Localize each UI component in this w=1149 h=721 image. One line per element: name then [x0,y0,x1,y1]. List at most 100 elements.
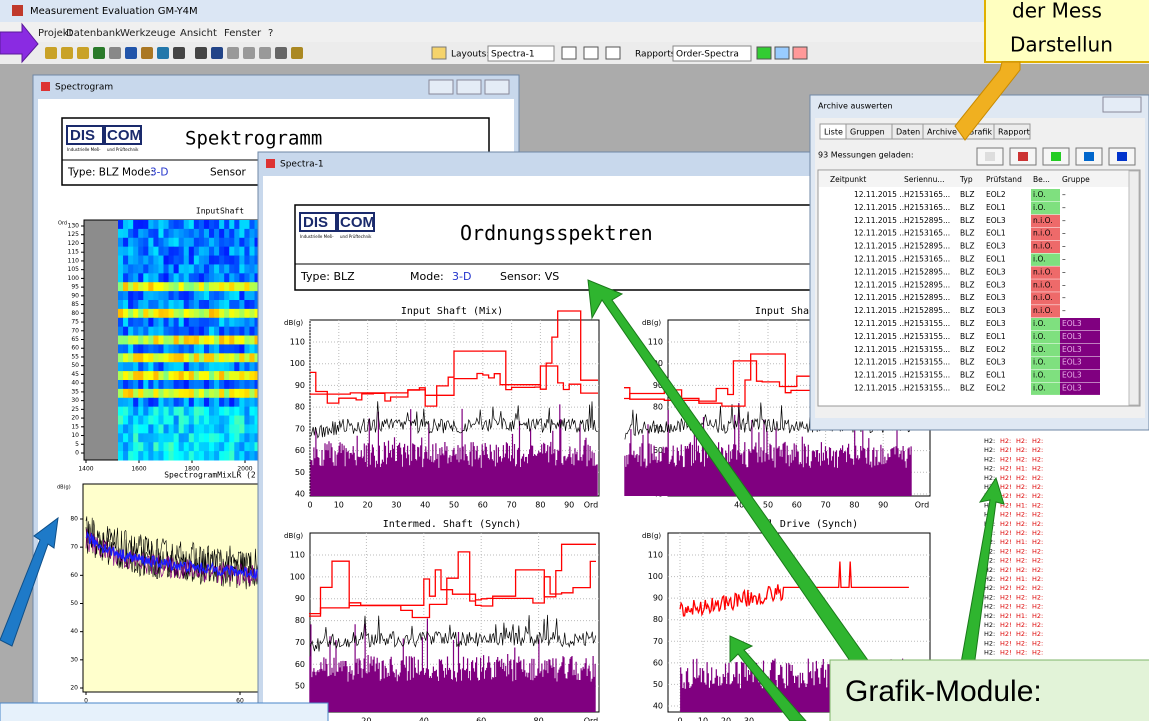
chart-title: al Drive (Synch) [762,519,858,530]
toolbar-button[interactable] [259,47,271,59]
table-cell: H2153155... [904,358,950,367]
heatmap-cell [148,282,154,291]
heatmap-cell [194,327,200,336]
heatmap-cell [123,389,129,398]
toolbar-button[interactable] [243,47,255,59]
heatmap-cell [138,238,144,247]
toolbar-button[interactable] [211,47,223,59]
layout-button[interactable] [562,47,576,59]
layout-button[interactable] [584,47,598,59]
table-cell: EOL3 [1062,332,1082,341]
heatmap-cell [229,291,235,300]
heatmap-cell [169,318,175,327]
heatmap-cell [214,416,220,425]
heatmap-cell [174,442,180,451]
heatmap-cell [244,336,250,345]
heatmap-cell [194,282,200,291]
heatmap-cell [118,264,124,273]
toolbar-button[interactable] [173,47,185,59]
settings-button[interactable] [775,47,789,59]
toolbar-button[interactable] [61,47,73,59]
heatmap-cell [174,291,180,300]
result-code: H2: [1032,483,1043,491]
table-cell: BLZ [960,332,974,341]
dialog-title: Archive auswerten [818,102,893,111]
heatmap-cell [249,424,255,433]
heatmap-cell [204,442,210,451]
heatmap-cell [189,238,195,247]
heatmap-cell [133,282,139,291]
heatmap-cell [229,256,235,265]
heatmap-cell [133,442,139,451]
heatmap-cell [194,273,200,282]
page: { "app": {"title": "Measurement Evaluati… [0,0,1149,721]
x-tick-label: 80 [534,717,544,721]
chart-title: Input Shaft (Mix) [401,306,503,317]
toolbar-button[interactable] [93,47,105,59]
heatmap-cell [174,273,180,282]
heatmap-cell [249,344,255,353]
y-tick-label: 40 [653,702,663,711]
window-button[interactable] [457,80,481,94]
window-button[interactable] [429,80,453,94]
heatmap-cell [234,344,240,353]
heatmap-cell [123,318,129,327]
table-cell: BLZ [960,203,974,212]
close-button[interactable] [1103,97,1141,112]
heatmap-cell [164,389,170,398]
table-cell: EOL1 [986,203,1006,212]
heatmap-cell [244,442,250,451]
heatmap-cell [123,416,129,425]
heatmap-cell [169,309,175,318]
heatmap-cell [214,220,220,229]
heatmap-cell [118,300,124,309]
layout-button[interactable] [606,47,620,59]
heatmap-cell [209,238,215,247]
heatmap-cell [204,264,210,273]
result-code: H2: [984,603,995,611]
toolbar-button[interactable] [291,47,303,59]
y-tick-label: 100 [290,359,305,368]
heatmap-cell [249,300,255,309]
heatmap-cell [214,327,220,336]
toolbar-button[interactable] [125,47,137,59]
heatmap-cell [199,433,205,442]
heatmap-cell [153,220,159,229]
heatmap-cell [249,416,255,425]
heatmap-cell [204,380,210,389]
x-axis-label: Ord [584,501,599,510]
result-code: H2! [1000,566,1012,574]
toolbar-button[interactable] [275,47,287,59]
heatmap-cell [209,362,215,371]
heatmap-cell [123,362,129,371]
toolbar-button[interactable] [77,47,89,59]
toolbar-button[interactable] [195,47,207,59]
toolbar-button[interactable] [157,47,169,59]
result-code: H2! [1000,584,1012,592]
heatmap-cell [133,238,139,247]
table-cell: EOL3 [1062,371,1082,380]
heatmap-cell [229,380,235,389]
run-button[interactable] [757,47,771,59]
close-button[interactable] [485,80,509,94]
heatmap-cell [234,398,240,407]
y-tick-label: 45 [71,371,79,378]
heatmap-cell [153,362,159,371]
toolbar-button[interactable] [45,47,57,59]
screen: Measurement Evaluation GM-Y4MProjektDate… [0,0,1149,721]
chart-button[interactable] [793,47,807,59]
heatmap-cell [199,318,205,327]
scrollbar[interactable] [1129,171,1139,405]
heatmap-cell [138,362,144,371]
heatmap-cell [214,442,220,451]
heatmap-cell [234,256,240,265]
heatmap-cell [128,336,134,345]
toolbar-button[interactable] [141,47,153,59]
heatmap-cell [224,318,230,327]
toolbar-button[interactable] [109,47,121,59]
toolbar-button[interactable] [227,47,239,59]
heatmap-cell [169,416,175,425]
heatmap-cell [138,220,144,229]
heatmap-cell [229,416,235,425]
table-cell: – [1062,229,1066,238]
